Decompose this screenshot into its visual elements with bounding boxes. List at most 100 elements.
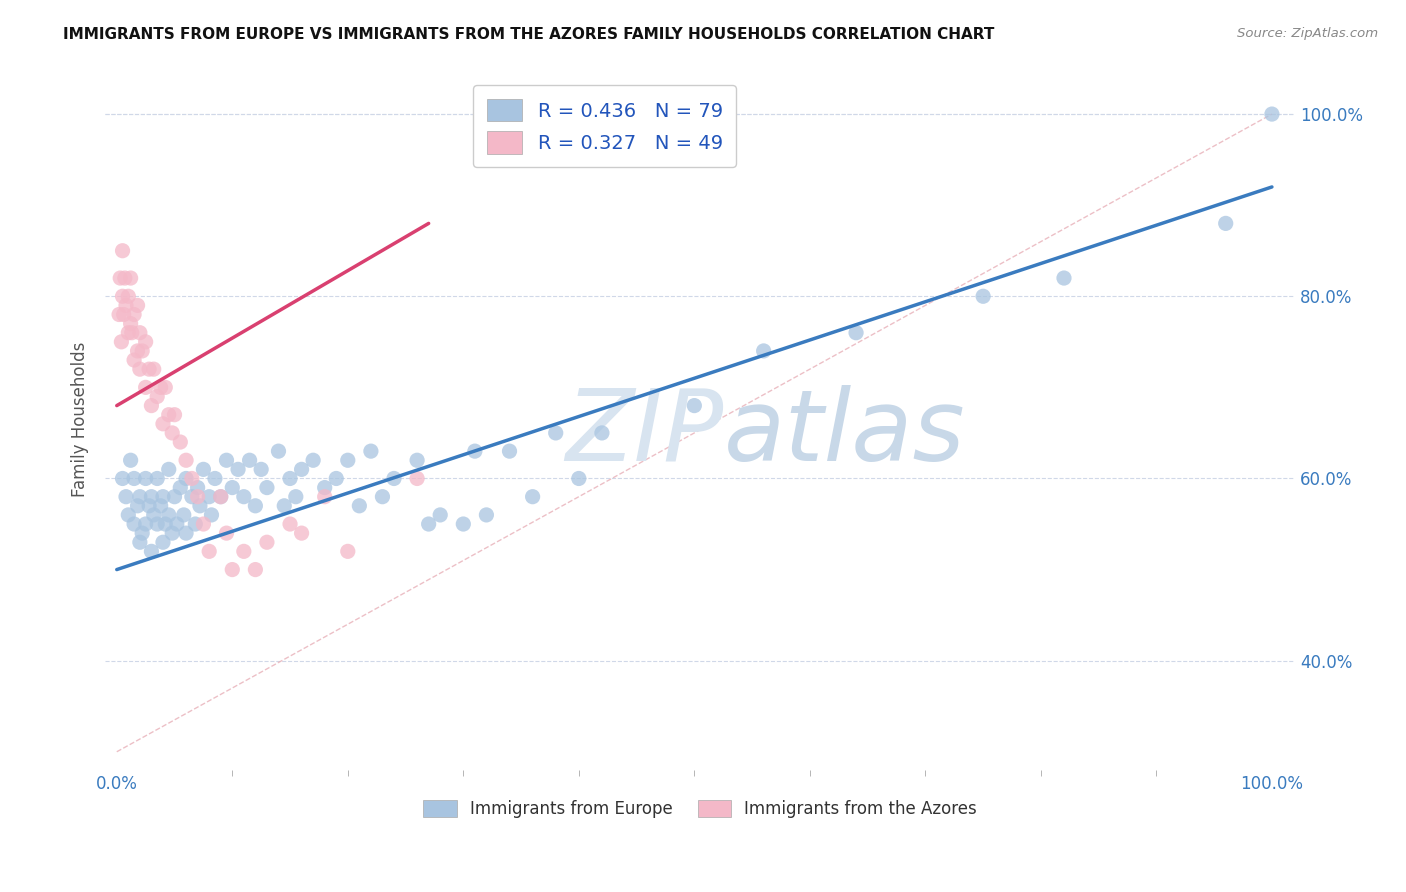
Point [683,399,706,413]
Point [128,326,150,340]
Point [142,362,165,376]
Point [135,380,157,394]
Point [120,271,142,285]
Point [122,516,145,531]
Point [111,289,134,303]
Point [122,471,145,485]
Point [325,471,347,485]
Point [128,362,150,376]
Point [256,481,278,495]
Point [406,471,429,485]
Point [131,526,153,541]
Point [149,499,172,513]
Text: Source: ZipAtlas.com: Source: ZipAtlas.com [1237,27,1378,40]
Point [127,499,149,513]
Point [152,490,174,504]
Point [204,471,226,485]
Point [406,453,429,467]
Point [117,289,139,303]
Point [221,563,243,577]
Point [349,499,371,513]
Point [146,389,169,403]
Point [245,499,267,513]
Point [111,244,134,258]
Point [336,544,359,558]
Point [522,490,544,504]
Point [256,535,278,549]
Point [284,490,307,504]
Point [169,481,191,495]
Point [568,471,591,485]
Point [157,408,180,422]
Point [336,453,359,467]
Point [157,462,180,476]
Point [1261,107,1284,121]
Point [112,308,135,322]
Point [127,343,149,358]
Point [169,435,191,450]
Point [174,471,197,485]
Point [141,544,163,558]
Point [371,490,394,504]
Point [110,271,132,285]
Point [429,508,451,522]
Point [117,326,139,340]
Point [544,425,567,440]
Text: atlas: atlas [724,384,966,482]
Point [302,453,325,467]
Text: ZIP: ZIP [565,384,724,482]
Point [209,490,232,504]
Point [152,417,174,431]
Point [245,563,267,577]
Point [131,343,153,358]
Point [120,317,142,331]
Point [138,499,160,513]
Point [215,453,238,467]
Point [273,499,295,513]
Point [1053,271,1076,285]
Point [115,490,138,504]
Point [193,462,215,476]
Point [475,508,498,522]
Point [418,516,440,531]
Point [291,526,314,541]
Point [110,334,132,349]
Point [221,481,243,495]
Point [1215,216,1237,230]
Point [174,453,197,467]
Point [135,334,157,349]
Point [155,380,177,394]
Point [226,462,249,476]
Point [215,526,238,541]
Legend: Immigrants from Europe, Immigrants from the Azores: Immigrants from Europe, Immigrants from … [416,793,984,825]
Point [382,471,405,485]
Point [209,490,232,504]
Point [239,453,262,467]
Point [121,326,143,340]
Point [163,490,186,504]
Point [120,453,142,467]
Point [250,462,273,476]
Point [198,490,221,504]
Point [146,471,169,485]
Y-axis label: Family Households: Family Households [72,342,89,497]
Point [187,490,209,504]
Point [314,481,336,495]
Point [160,526,183,541]
Point [157,508,180,522]
Point [180,490,202,504]
Point [166,516,188,531]
Point [193,516,215,531]
Point [128,535,150,549]
Point [142,508,165,522]
Point [453,516,475,531]
Point [232,544,254,558]
Point [278,516,301,531]
Point [155,516,177,531]
Point [972,289,994,303]
Point [232,490,254,504]
Point [122,353,145,368]
Point [138,362,160,376]
Point [173,508,195,522]
Point [128,490,150,504]
